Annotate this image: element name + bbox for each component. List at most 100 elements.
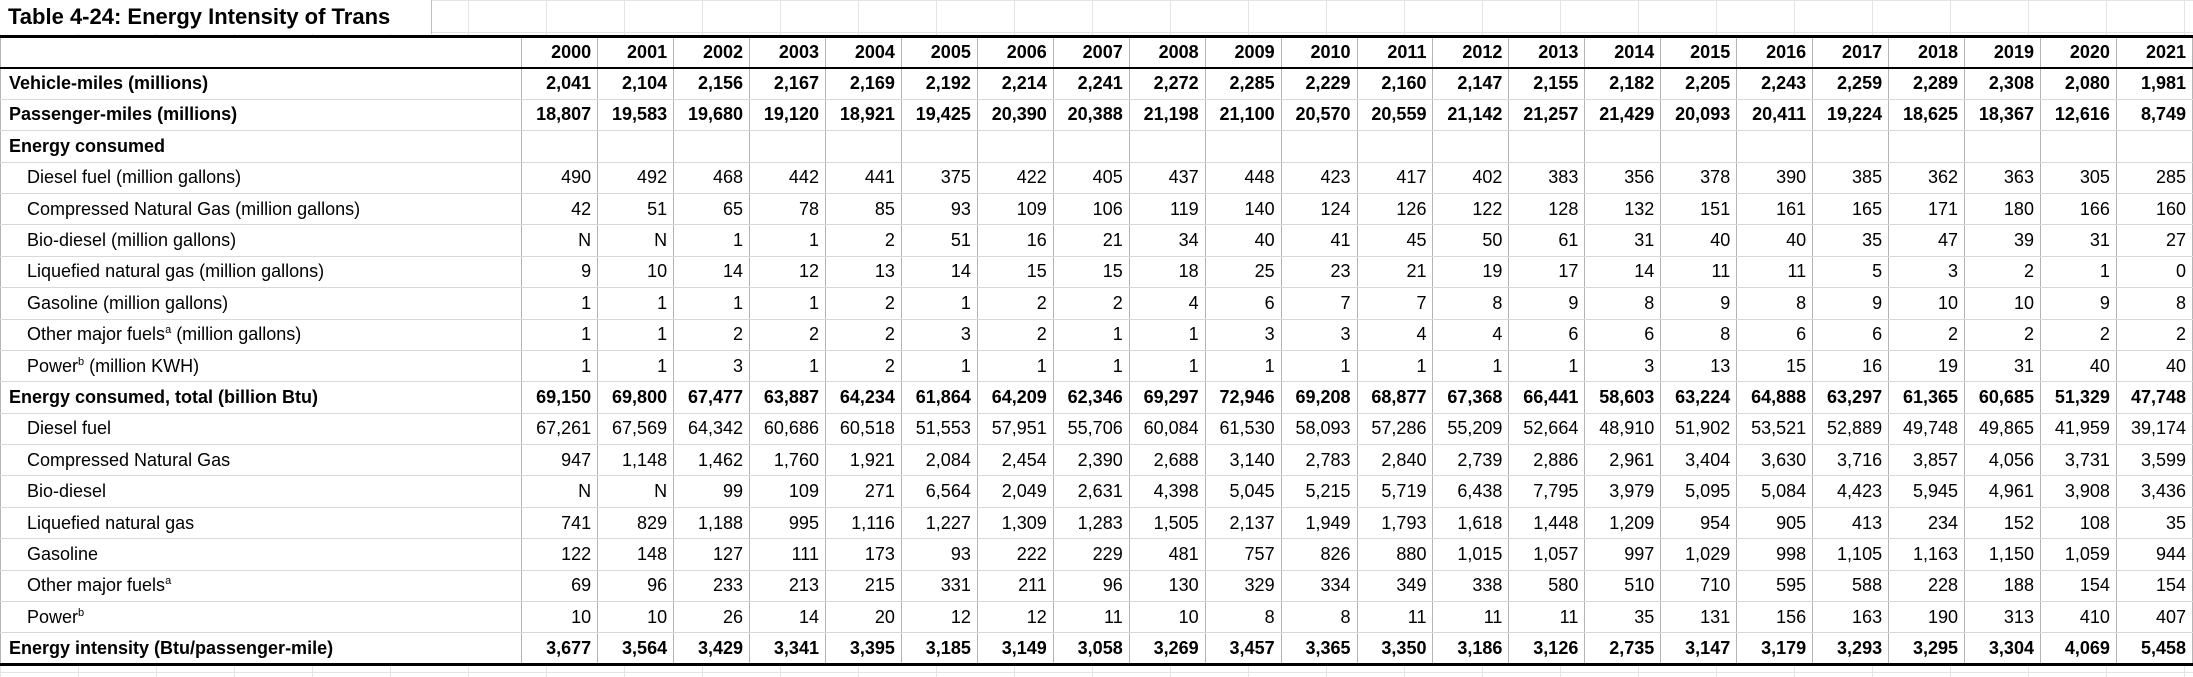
data-cell[interactable]: 2 — [2115, 318, 2193, 351]
data-cell[interactable]: 66,441 — [1508, 381, 1586, 414]
data-cell[interactable]: 363 — [1964, 161, 2041, 194]
year-header-2008[interactable]: 2008 — [1128, 34, 1206, 69]
data-cell[interactable]: 9 — [521, 255, 599, 289]
data-cell[interactable]: 2,783 — [1280, 444, 1358, 477]
data-cell[interactable]: 3,731 — [2039, 444, 2117, 477]
data-cell[interactable] — [1508, 130, 1586, 163]
table-title[interactable]: Table 4-24: Energy Intensity of Trans — [0, 0, 432, 34]
data-cell[interactable]: 106 — [1052, 192, 1130, 226]
data-cell[interactable]: 2,084 — [900, 444, 978, 477]
data-cell[interactable] — [1128, 130, 1206, 163]
data-cell[interactable]: 12,616 — [2039, 98, 2117, 132]
data-cell[interactable]: 35 — [2115, 506, 2193, 540]
data-cell[interactable]: 2,272 — [1128, 67, 1206, 100]
data-cell[interactable]: 3,304 — [1964, 632, 2041, 666]
data-cell[interactable]: 26 — [673, 601, 751, 634]
data-cell[interactable]: 15 — [1052, 255, 1130, 289]
data-cell[interactable]: 285 — [2115, 161, 2193, 194]
row-label[interactable]: Liquefied natural gas — [0, 506, 523, 540]
data-cell[interactable]: 21,100 — [1204, 98, 1282, 132]
data-cell[interactable]: 96 — [597, 569, 675, 603]
data-cell[interactable]: 2 — [824, 349, 902, 383]
data-cell[interactable]: 11 — [1736, 255, 1814, 289]
data-cell[interactable]: 1,462 — [673, 444, 751, 477]
data-cell[interactable] — [824, 130, 902, 163]
data-cell[interactable]: 19,680 — [673, 98, 751, 132]
data-cell[interactable]: 510 — [1584, 569, 1662, 603]
data-cell[interactable]: 34 — [1128, 224, 1206, 257]
data-cell[interactable]: 2,285 — [1204, 67, 1282, 100]
data-cell[interactable]: 2,214 — [976, 67, 1054, 100]
data-cell[interactable]: 331 — [900, 569, 978, 603]
data-cell[interactable]: 1 — [1128, 318, 1206, 351]
data-cell[interactable]: 410 — [2039, 601, 2117, 634]
data-cell[interactable]: 441 — [824, 161, 902, 194]
data-cell[interactable] — [900, 130, 978, 163]
data-cell[interactable]: 375 — [900, 161, 978, 194]
data-cell[interactable]: 6 — [1812, 318, 1890, 351]
data-cell[interactable]: 53,521 — [1736, 412, 1814, 446]
data-cell[interactable]: 21,198 — [1128, 98, 1206, 132]
data-cell[interactable] — [597, 130, 675, 163]
data-cell[interactable]: 69 — [521, 569, 599, 603]
row-label[interactable]: Energy intensity (Btu/passenger-mile) — [0, 632, 523, 666]
data-cell[interactable]: 19,583 — [597, 98, 675, 132]
data-cell[interactable]: 222 — [976, 538, 1054, 571]
data-cell[interactable]: 188 — [1964, 569, 2041, 603]
year-header-2013[interactable]: 2013 — [1508, 34, 1586, 69]
data-cell[interactable]: 6 — [1584, 318, 1662, 351]
data-cell[interactable]: 1,505 — [1128, 506, 1206, 540]
data-cell[interactable]: 14 — [1584, 255, 1662, 289]
data-cell[interactable]: 1,029 — [1660, 538, 1738, 571]
data-cell[interactable]: 10 — [597, 601, 675, 634]
data-cell[interactable]: 3,186 — [1432, 632, 1510, 666]
data-cell[interactable]: 5,458 — [2115, 632, 2193, 666]
data-cell[interactable]: 2 — [976, 318, 1054, 351]
data-cell[interactable]: 60,518 — [824, 412, 902, 446]
data-cell[interactable]: 6,564 — [900, 475, 978, 508]
data-cell[interactable]: 1,148 — [597, 444, 675, 477]
data-cell[interactable]: 1,618 — [1432, 506, 1510, 540]
data-cell[interactable]: 1 — [521, 349, 599, 383]
data-cell[interactable]: 2,289 — [1888, 67, 1966, 100]
data-cell[interactable] — [1812, 130, 1890, 163]
row-label[interactable]: Gasoline (million gallons) — [0, 287, 523, 320]
data-cell[interactable]: 41 — [1280, 224, 1358, 257]
data-cell[interactable]: 757 — [1204, 538, 1282, 571]
data-cell[interactable]: 271 — [824, 475, 902, 508]
data-cell[interactable]: 25 — [1204, 255, 1282, 289]
data-cell[interactable]: 99 — [673, 475, 751, 508]
data-cell[interactable]: 1,793 — [1356, 506, 1434, 540]
data-cell[interactable]: 2,041 — [521, 67, 599, 100]
data-cell[interactable]: 1 — [1052, 318, 1130, 351]
data-cell[interactable]: 20 — [824, 601, 902, 634]
data-cell[interactable]: 58,603 — [1584, 381, 1662, 414]
data-cell[interactable]: 109 — [749, 475, 826, 508]
year-header-2012[interactable]: 2012 — [1432, 34, 1510, 69]
data-cell[interactable] — [2039, 130, 2117, 163]
data-cell[interactable]: 2,049 — [976, 475, 1054, 508]
data-cell[interactable]: 20,570 — [1280, 98, 1358, 132]
data-cell[interactable]: 3,436 — [2115, 475, 2193, 508]
data-cell[interactable]: 93 — [900, 192, 978, 226]
data-cell[interactable]: 313 — [1964, 601, 2041, 634]
year-header-2006[interactable]: 2006 — [976, 34, 1054, 69]
data-cell[interactable]: 10 — [1888, 287, 1966, 320]
data-cell[interactable]: 67,368 — [1432, 381, 1510, 414]
data-cell[interactable]: 35 — [1812, 224, 1890, 257]
data-cell[interactable]: 3,677 — [521, 632, 599, 666]
data-cell[interactable]: 2,688 — [1128, 444, 1206, 477]
data-cell[interactable]: 947 — [521, 444, 599, 477]
data-cell[interactable]: 1,116 — [824, 506, 902, 540]
data-cell[interactable]: 2,160 — [1356, 67, 1434, 100]
data-cell[interactable]: 127 — [673, 538, 751, 571]
data-cell[interactable]: 163 — [1812, 601, 1890, 634]
data-cell[interactable]: 3 — [900, 318, 978, 351]
data-cell[interactable]: 1 — [597, 287, 675, 320]
year-header-2019[interactable]: 2019 — [1964, 34, 2041, 69]
data-cell[interactable]: 1 — [2039, 255, 2117, 289]
data-cell[interactable]: 2,080 — [2039, 67, 2117, 100]
data-cell[interactable]: 17 — [1508, 255, 1586, 289]
data-cell[interactable]: 2,104 — [597, 67, 675, 100]
data-cell[interactable]: 160 — [2115, 192, 2193, 226]
